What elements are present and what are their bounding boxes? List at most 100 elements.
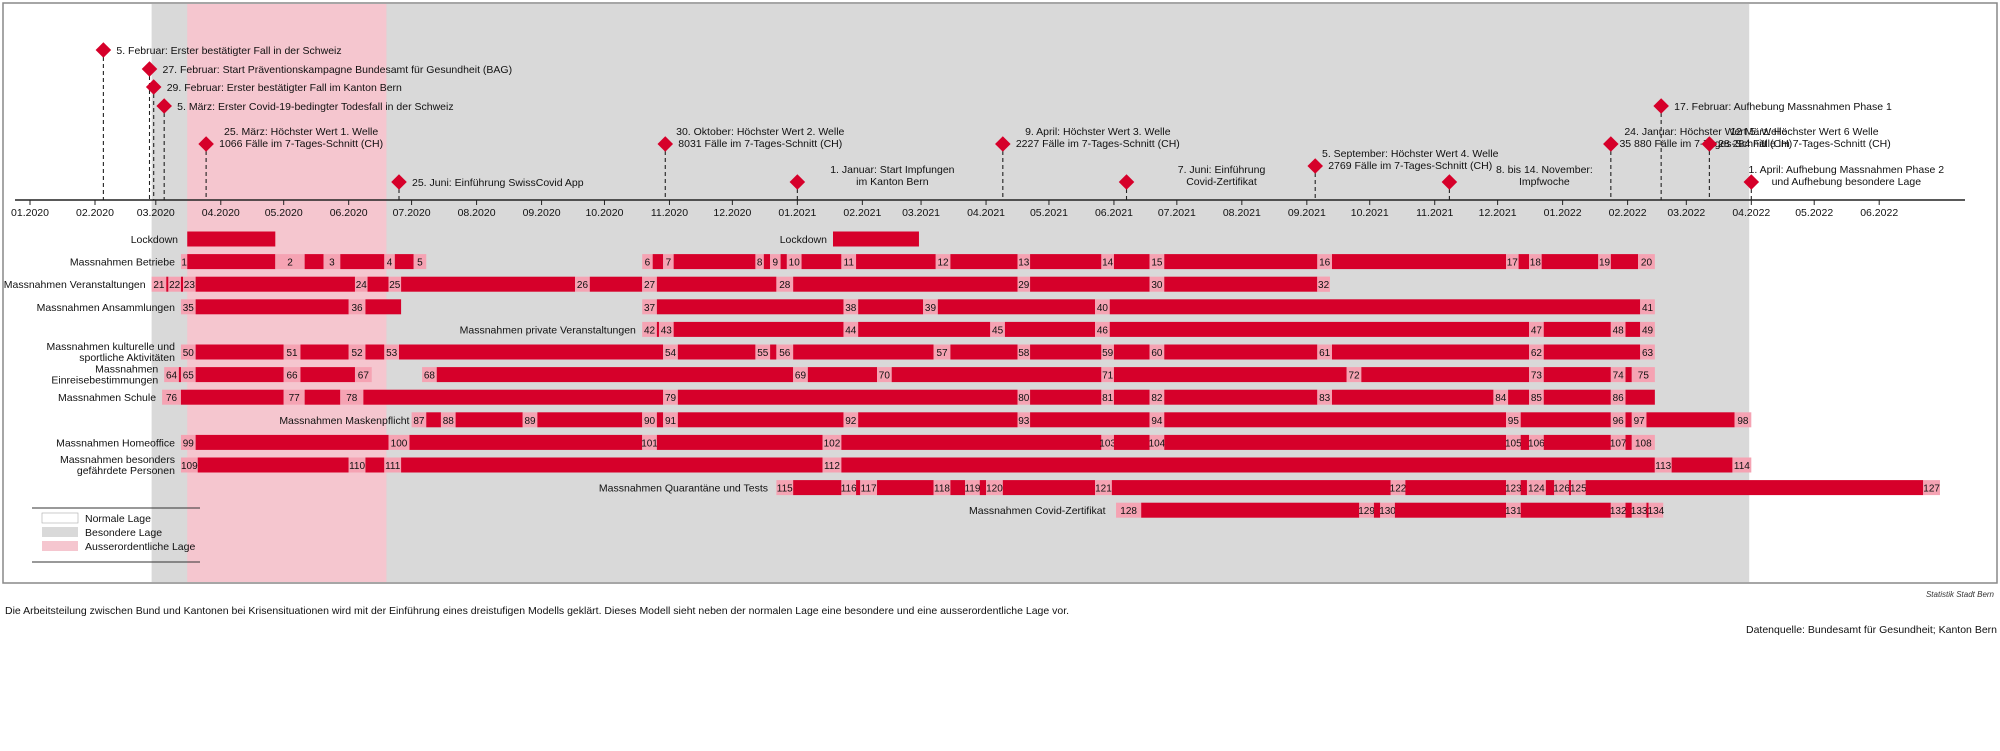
measure-number-82: 82 [1151, 393, 1163, 404]
measure-number-53: 53 [386, 348, 398, 359]
tick-label-3: 04.2020 [202, 207, 240, 219]
measure-segment-1-37 [1638, 254, 1655, 270]
measure-segment-7-7 [677, 389, 1018, 405]
event-label-6-0: 30. Oktober: Höchster Wert 2. Welle [676, 126, 844, 138]
measure-segment-6-5 [300, 367, 355, 383]
measure-segment-11-24 [1923, 480, 1940, 496]
measure-number-41: 41 [1642, 303, 1654, 314]
measure-segment-7-4 [340, 389, 364, 405]
measure-segment-11-19 [1545, 480, 1555, 496]
measure-number-45: 45 [992, 325, 1004, 336]
row-label-2: Massnahmen Veranstaltungen [4, 279, 146, 291]
measure-number-111: 111 [385, 461, 401, 472]
measure-segment-1-7 [394, 254, 414, 270]
measure-segment-2-5 [195, 276, 355, 292]
measure-segment-5-10 [755, 344, 771, 360]
data-source-label: Datenquelle: Bundesamt für Gesundheit; K… [1746, 624, 1997, 636]
measure-number-62: 62 [1531, 348, 1543, 359]
measure-number-12: 12 [938, 258, 950, 269]
measure-number-20: 20 [1641, 258, 1653, 269]
measure-number-110: 110 [349, 461, 365, 472]
measure-segment-2-13 [656, 276, 777, 292]
tick-label-14: 03.2021 [902, 207, 940, 219]
measure-number-73: 73 [1531, 371, 1543, 382]
row-label-7: Massnahmen Schule [58, 392, 156, 404]
measure-segment-5-22 [1317, 344, 1332, 360]
measure-segment-7-16 [1493, 389, 1509, 405]
measure-segment-2-2 [168, 276, 181, 292]
measure-segment-3-6 [843, 299, 859, 315]
measure-number-131: 131 [1505, 506, 1522, 517]
measure-segment-8-17 [1520, 412, 1611, 428]
event-diamond-11 [1441, 174, 1458, 190]
measure-number-4: 4 [387, 258, 393, 269]
measure-number-124: 124 [1528, 484, 1545, 495]
measure-segment-2-3 [180, 276, 184, 292]
measure-segment-1-1 [187, 254, 276, 270]
measure-segment-12-9 [1625, 502, 1632, 518]
tick-label-28: 05.2022 [1795, 207, 1833, 219]
measure-segment-2-10 [575, 276, 590, 292]
tick-label-2: 03.2020 [137, 207, 175, 219]
measure-segment-11-11 [1002, 480, 1096, 496]
measure-segment-9-18 [1631, 434, 1655, 450]
measure-segment-2-11 [589, 276, 643, 292]
measure-segment-9-4 [642, 434, 657, 450]
event-label-9-0: 7. Juni: Einführung [1178, 164, 1266, 176]
measure-segment-8-9 [677, 412, 844, 428]
measure-number-88: 88 [443, 416, 455, 427]
tick-label-26: 03.2022 [1667, 207, 1705, 219]
measure-segment-2-17 [1030, 276, 1150, 292]
event-diamond-4 [198, 136, 214, 152]
measure-segment-4-8 [1095, 321, 1110, 337]
event-label-11-1: Impfwoche [1519, 176, 1570, 188]
measure-segment-5-16 [1017, 344, 1031, 360]
measure-segment-3-9 [937, 299, 1096, 315]
measure-number-16: 16 [1319, 258, 1331, 269]
measure-segment-8-13 [1030, 412, 1150, 428]
measure-segment-8-12 [1017, 412, 1031, 428]
measure-segment-1-20 [856, 254, 936, 270]
measure-number-35: 35 [183, 303, 195, 314]
measure-number-107: 107 [1610, 438, 1627, 449]
measure-segment-3-0 [180, 299, 196, 315]
measure-number-21: 21 [153, 280, 165, 291]
measure-number-89: 89 [524, 416, 536, 427]
measure-number-63: 63 [1642, 348, 1654, 359]
row-label-4: Massnahmen private Veranstaltungen [460, 324, 636, 336]
event-label-3: 5. März: Erster Covid-19-bedingter Todes… [177, 101, 453, 113]
tick-label-0: 01.2020 [11, 207, 49, 219]
phase-band-1 [187, 4, 387, 582]
measure-segment-1-2 [275, 254, 305, 270]
tick-label-10: 11.2020 [651, 207, 688, 219]
measure-number-2: 2 [287, 258, 293, 269]
measure-segment-12-1 [1141, 502, 1360, 518]
measure-segment-10-5 [401, 457, 823, 473]
measure-number-55: 55 [757, 348, 769, 359]
measure-segment-12-6 [1506, 502, 1521, 518]
measure-segment-7-8 [1017, 389, 1031, 405]
measure-segment-8-22 [1734, 412, 1752, 428]
measure-segment-3-12 [1640, 299, 1655, 315]
measure-number-17: 17 [1507, 258, 1519, 269]
measure-number-128: 128 [1120, 506, 1137, 517]
measure-number-13: 13 [1018, 258, 1030, 269]
event-label-11-0: 8. bis 14. November: [1496, 164, 1593, 176]
event-label-2: 29. Februar: Erster bestätigter Fall im … [167, 82, 402, 94]
measure-segment-5-18 [1101, 344, 1114, 360]
row-label-10-0: Massnahmen besonders [60, 454, 175, 466]
measure-segment-5-13 [793, 344, 934, 360]
measure-segment-12-5 [1394, 502, 1507, 518]
measure-number-127: 127 [1923, 484, 1940, 495]
event-diamond-1 [141, 61, 158, 77]
measure-segment-5-11 [770, 344, 777, 360]
measure-number-108: 108 [1635, 438, 1652, 449]
tick-label-8: 09.2020 [523, 207, 561, 219]
measure-segment-3-2 [348, 299, 366, 315]
measure-segment-8-14 [1149, 412, 1165, 428]
measure-segment-10-2 [348, 457, 366, 473]
measure-segment-9-17 [1625, 434, 1632, 450]
measure-number-104: 104 [1149, 438, 1166, 449]
measure-segment-11-17 [1520, 480, 1527, 496]
event-diamond-10 [1307, 158, 1323, 174]
